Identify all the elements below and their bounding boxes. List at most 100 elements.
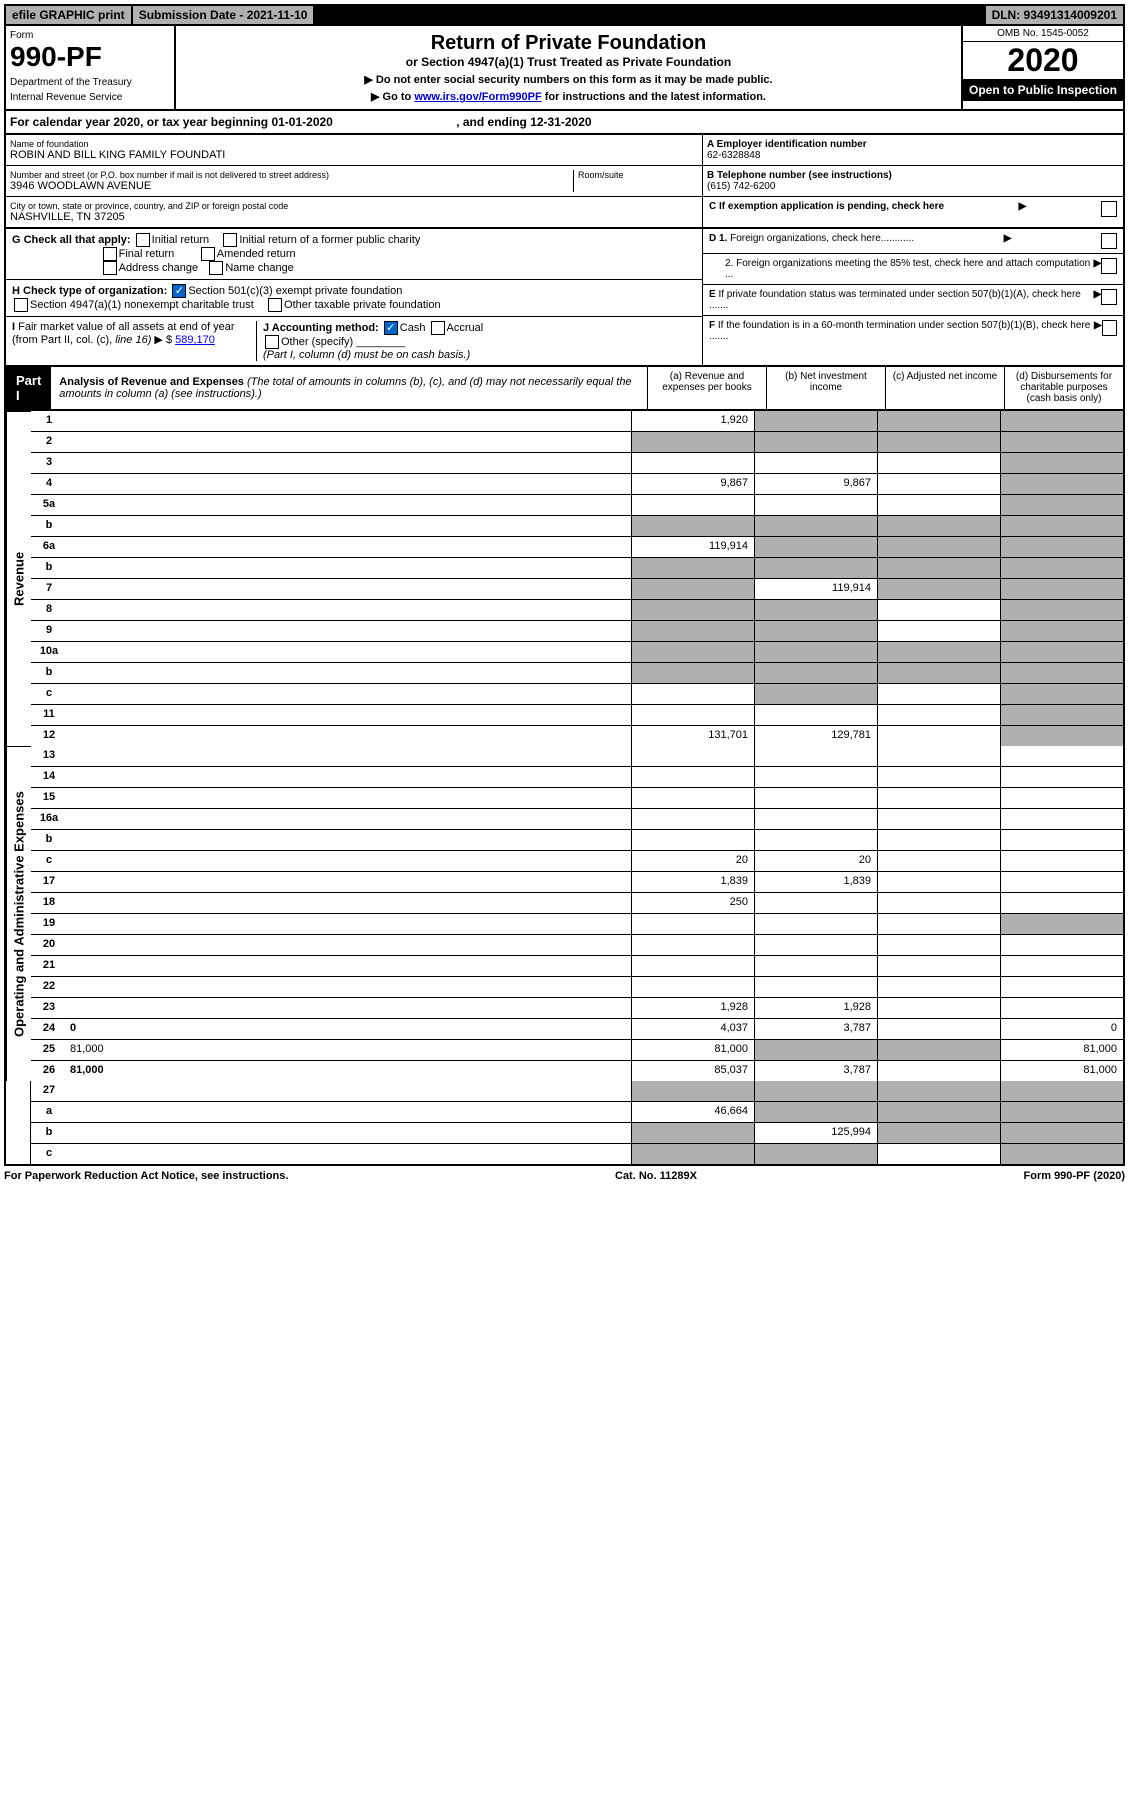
- col-d-val: [1000, 830, 1123, 850]
- line-25: 2581,00081,00081,000: [31, 1040, 1123, 1061]
- col-c-val: [877, 600, 1000, 620]
- room-label: Room/suite: [578, 170, 698, 180]
- col-b-val: 119,914: [754, 579, 877, 599]
- col-c-val: [877, 705, 1000, 725]
- line-23: 231,9281,928: [31, 998, 1123, 1019]
- c-checkbox[interactable]: [1101, 201, 1117, 217]
- col-b-val: [754, 642, 877, 662]
- g-initial-checkbox[interactable]: [136, 233, 150, 247]
- part1-desc-header: Part I Analysis of Revenue and Expenses …: [6, 367, 647, 409]
- col-b-val: 3,787: [754, 1019, 877, 1039]
- line-desc: [67, 537, 631, 557]
- col-d-val: [1000, 453, 1123, 473]
- h-other-checkbox[interactable]: [268, 298, 282, 312]
- e-checkbox[interactable]: [1101, 289, 1117, 305]
- col-d-val: [1000, 642, 1123, 662]
- col-d-val: [1000, 1102, 1123, 1122]
- g-name-checkbox[interactable]: [209, 261, 223, 275]
- line-desc: [67, 1102, 631, 1122]
- g-row: G Check all that apply: Initial return I…: [6, 229, 702, 280]
- col-b-val: [754, 432, 877, 452]
- col-a-val: 9,867: [631, 474, 754, 494]
- g-final-checkbox[interactable]: [103, 247, 117, 261]
- col-c-val: [877, 642, 1000, 662]
- form-header: Form 990-PF Department of the Treasury I…: [4, 26, 1125, 111]
- col-a-val: [631, 663, 754, 683]
- h-501c3-checkbox[interactable]: ✓: [172, 284, 186, 298]
- col-c-val: [877, 1040, 1000, 1060]
- f-checkbox[interactable]: [1102, 320, 1117, 336]
- col-d-val: [1000, 998, 1123, 1018]
- g-final: Final return: [119, 248, 175, 260]
- col-d-val: [1000, 411, 1123, 431]
- col-c-val: [877, 684, 1000, 704]
- line-7: 7119,914: [31, 579, 1123, 600]
- line-num: c: [31, 684, 67, 704]
- line-desc: 0: [67, 1019, 631, 1039]
- line-num: b: [31, 663, 67, 683]
- j-other-checkbox[interactable]: [265, 335, 279, 349]
- col-a-val: [631, 600, 754, 620]
- line-num: 21: [31, 956, 67, 976]
- irs-link[interactable]: www.irs.gov/Form990PF: [414, 91, 541, 103]
- col-a-val: [631, 935, 754, 955]
- line-desc: [67, 788, 631, 808]
- col-d-val: [1000, 495, 1123, 515]
- h-row: H Check type of organization: ✓Section 5…: [6, 280, 702, 317]
- line-desc: [67, 956, 631, 976]
- j-cash-checkbox[interactable]: ✓: [384, 321, 398, 335]
- col-a-val: [631, 746, 754, 766]
- col-d-val: [1000, 809, 1123, 829]
- col-c-val: [877, 872, 1000, 892]
- i-value-link[interactable]: 589,170: [175, 334, 215, 346]
- line-desc: [67, 726, 631, 746]
- tax-year-pre: For calendar year 2020, or tax year begi…: [10, 115, 271, 129]
- col-b-val: [754, 516, 877, 536]
- line-9: 9: [31, 621, 1123, 642]
- expenses-label: Operating and Administrative Expenses: [6, 746, 31, 1081]
- col-b-val: [754, 809, 877, 829]
- col-a-header: (a) Revenue and expenses per books: [647, 367, 766, 409]
- line-6b: b: [31, 558, 1123, 579]
- dept-treasury: Department of the Treasury: [10, 77, 170, 88]
- col-c-val: [877, 474, 1000, 494]
- line-27a: a46,664: [31, 1102, 1123, 1123]
- phone-value: (615) 742-6200: [707, 181, 1119, 192]
- line-desc: [67, 746, 631, 766]
- j-cash: Cash: [400, 322, 426, 334]
- g-address-checkbox[interactable]: [103, 261, 117, 275]
- line-num: b: [31, 830, 67, 850]
- g-amended-checkbox[interactable]: [201, 247, 215, 261]
- d1-checkbox[interactable]: [1101, 233, 1117, 249]
- line-4: 49,8679,867: [31, 474, 1123, 495]
- col-c-val: [877, 537, 1000, 557]
- g-initial-former-checkbox[interactable]: [223, 233, 237, 247]
- col-a-val: [631, 830, 754, 850]
- h-4947-checkbox[interactable]: [14, 298, 28, 312]
- col-d-val: [1000, 1123, 1123, 1143]
- line-num: 10a: [31, 642, 67, 662]
- line-num: c: [31, 1144, 67, 1164]
- col-b-val: 125,994: [754, 1123, 877, 1143]
- line-num: 19: [31, 914, 67, 934]
- city-cell: City or town, state or province, country…: [6, 197, 702, 227]
- line-desc: 81,000: [67, 1061, 631, 1081]
- d2-checkbox[interactable]: [1101, 258, 1117, 274]
- d1-label: D 1. Foreign organizations, check here..…: [709, 233, 914, 249]
- line-27: 27: [31, 1081, 1123, 1102]
- h-501c3: Section 501(c)(3) exempt private foundat…: [188, 285, 402, 297]
- revenue-rows: 11,9202349,8679,8675ab6a119,914b7119,914…: [31, 411, 1123, 746]
- col-d-val: 81,000: [1000, 1040, 1123, 1060]
- col-c-val: [877, 411, 1000, 431]
- line-num: b: [31, 516, 67, 536]
- line-num: 13: [31, 746, 67, 766]
- col-c-val: [877, 1019, 1000, 1039]
- col-a-val: [631, 914, 754, 934]
- line-desc: [67, 684, 631, 704]
- col-c-val: [877, 495, 1000, 515]
- tax-year-begin: 01-01-2020: [271, 115, 332, 129]
- col-a-val: [631, 809, 754, 829]
- efile-label: efile GRAPHIC print: [6, 6, 131, 24]
- line-desc: [67, 558, 631, 578]
- j-accrual-checkbox[interactable]: [431, 321, 445, 335]
